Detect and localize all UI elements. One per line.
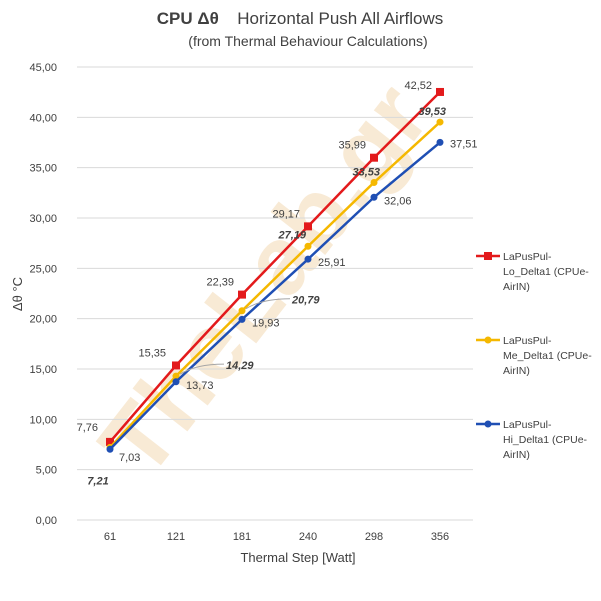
legend-marker	[484, 252, 492, 260]
legend-entry-text: AirIN)	[503, 281, 530, 293]
data-label: 22,39	[206, 277, 234, 289]
data-label: 7,21	[87, 475, 108, 487]
series-line	[109, 121, 441, 449]
data-point	[106, 437, 114, 446]
chart-subtitle: (from Thermal Behaviour Calculations)	[188, 33, 427, 49]
data-label: 13,73	[186, 380, 214, 392]
chart-title: CPU Δθ Horizontal Push All Airflows	[157, 9, 443, 28]
chart-title-bold: CPU Δθ	[157, 9, 219, 28]
data-label: 25,91	[318, 257, 346, 269]
y-tick-label: 35,00	[29, 163, 57, 175]
y-tick-label: 15,00	[29, 364, 57, 376]
y-tick-label: 30,00	[29, 213, 57, 225]
x-tick-label: 121	[167, 531, 185, 543]
label-leader-line	[179, 363, 225, 375]
data-label: 27,19	[277, 229, 306, 241]
series-line	[109, 91, 441, 443]
data-point	[436, 138, 444, 146]
data-label: 37,51	[450, 138, 478, 150]
data-point	[106, 445, 114, 453]
y-tick-label: 40,00	[29, 112, 57, 124]
legend-entry-text: LaPusPul-	[503, 251, 552, 263]
data-label: 19,93	[252, 317, 280, 329]
data-label: 7,76	[77, 422, 98, 434]
data-label: 29,17	[272, 208, 300, 220]
legend: LaPusPul- Lo_Delta1 (CPUe- AirIN) LaPusPul-…	[476, 251, 592, 461]
data-point	[370, 178, 378, 186]
data-point	[238, 290, 246, 299]
data-point	[172, 378, 180, 386]
series-line	[109, 141, 441, 451]
x-axis-label: Thermal Step [Watt]	[240, 550, 355, 565]
data-point	[304, 242, 312, 250]
data-label: 42,52	[404, 80, 432, 92]
y-tick-label: 45,00	[29, 62, 57, 74]
y-tick-label: 20,00	[29, 314, 57, 326]
y-tick-label: 0,00	[36, 515, 57, 527]
data-point	[436, 87, 444, 96]
data-label: 15,35	[138, 347, 166, 359]
data-label: 33,53	[352, 166, 380, 178]
data-label: 35,99	[338, 140, 366, 152]
legend-entry-text: AirIN)	[503, 365, 530, 377]
legend-marker	[484, 420, 492, 428]
y-axis-ticks: 0,00 5,00 10,00 15,00 20,00 25,00 30,00 35,00 40…	[29, 62, 57, 527]
y-tick-label: 10,00	[29, 414, 57, 426]
data-label: 39,53	[418, 106, 446, 118]
data-labels: 7,76 15,35 22,39 29,17 35,99 42,52 7,21 14,29 20…	[77, 80, 478, 487]
legend-entry-text: AirIN)	[503, 449, 530, 461]
data-point	[238, 307, 246, 315]
x-tick-label: 240	[299, 531, 317, 543]
data-point	[238, 315, 246, 323]
y-axis-label: Δθ °C	[10, 277, 25, 311]
gridlines	[77, 66, 473, 521]
data-point	[304, 255, 312, 263]
legend-entry-text: Hi_Delta1 (CPUe-	[503, 434, 588, 446]
data-point	[172, 361, 180, 370]
data-label: 14,29	[226, 360, 254, 372]
data-point	[436, 118, 444, 126]
legend-entry-text: Me_Delta1 (CPUe-	[503, 350, 592, 362]
data-label: 20,79	[291, 295, 320, 307]
data-label: 32,06	[384, 195, 412, 207]
data-point	[304, 222, 312, 231]
series-lines	[106, 87, 444, 453]
legend-entry-text: LaPusPul-	[503, 335, 552, 347]
data-point	[172, 372, 180, 380]
x-tick-label: 181	[233, 531, 251, 543]
data-point	[370, 153, 378, 162]
legend-marker	[484, 336, 492, 344]
chart-title-rest: Horizontal Push All Airflows	[237, 9, 443, 28]
x-tick-label: 298	[365, 531, 383, 543]
data-label: 7,03	[119, 452, 140, 464]
legend-entry-text: Lo_Delta1 (CPUe-	[503, 266, 589, 278]
legend-entry-text: LaPusPul-	[503, 419, 552, 431]
x-axis-ticks: 61 121 181 240 298 356	[104, 531, 449, 543]
x-tick-label: 356	[431, 531, 449, 543]
x-tick-label: 61	[104, 531, 116, 543]
y-tick-label: 25,00	[29, 263, 57, 275]
data-point	[370, 193, 378, 201]
label-leader-line	[245, 298, 291, 310]
y-tick-label: 5,00	[36, 465, 57, 477]
